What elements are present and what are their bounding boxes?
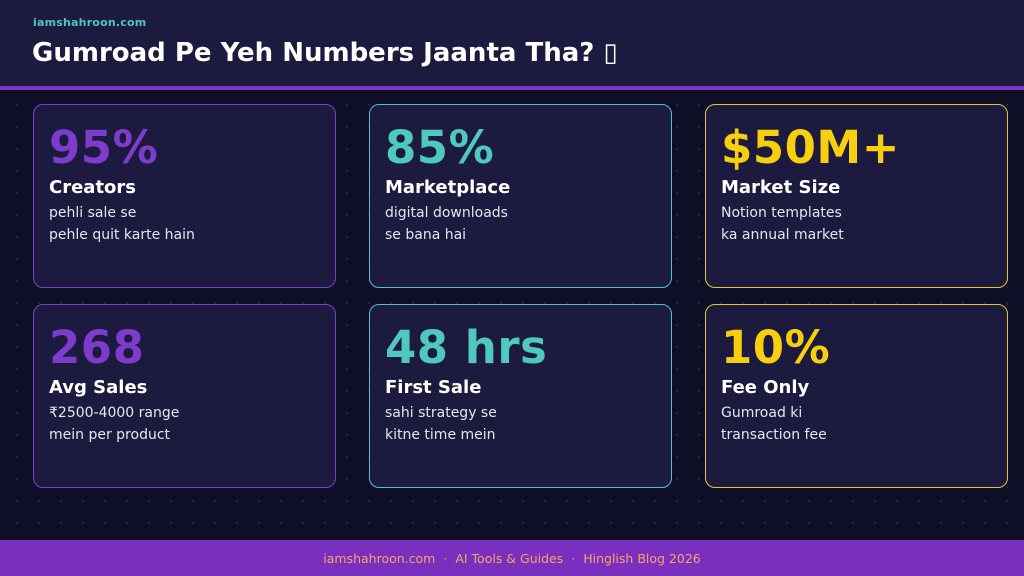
desc-line: ₹2500-4000 range [49,405,180,421]
footer-tagline: AI Tools & Guides [455,550,564,566]
desc-line: se bana hai [385,227,467,243]
desc-line: digital downloads [385,205,508,221]
stat-value: 48 hrs [385,321,548,374]
stat-value: 85% [385,121,495,174]
desc-line: mein per product [49,427,171,443]
stat-label: Market Size [721,177,841,198]
stat-description: Notion templates ka annual market [721,202,992,246]
header-band: iamshahroon.com Gumroad Pe Yeh Numbers J… [0,0,1024,87]
stat-label: Marketplace [385,177,511,198]
stat-description: pehli sale se pehle quit karte hain [49,202,320,246]
stat-value: 95% [49,121,159,174]
header-divider [0,86,1024,90]
stat-card-creators: 95% Creators pehli sale se pehle quit ka… [33,104,336,288]
stat-description: ₹2500-4000 range mein per product [49,402,320,446]
stat-description: sahi strategy se kitne time mein [385,402,656,446]
footer-bar: iamshahroon.com · AI Tools & Guides · Hi… [0,540,1024,576]
site-label: iamshahroon.com [33,16,147,29]
desc-line: Gumroad ki [721,405,803,421]
stat-value: 268 [49,321,145,374]
desc-line: kitne time mein [385,427,496,443]
stat-value: 10% [721,321,831,374]
stat-label: Fee Only [721,377,810,398]
stat-card-fee: 10% Fee Only Gumroad ki transaction fee [705,304,1008,488]
stat-card-market-size: $50M+ Market Size Notion templates ka an… [705,104,1008,288]
desc-line: ka annual market [721,227,844,243]
page-title: Gumroad Pe Yeh Numbers Jaanta Tha? ▯ [32,38,618,68]
stat-label: First Sale [385,377,482,398]
footer-separator: · [571,550,576,566]
stat-value: $50M+ [721,121,900,174]
footer-site: iamshahroon.com [323,550,436,566]
footer-blog: Hinglish Blog 2026 [583,550,701,566]
stat-description: digital downloads se bana hai [385,202,656,246]
stat-label: Creators [49,177,137,198]
desc-line: sahi strategy se [385,405,497,421]
stat-card-marketplace: 85% Marketplace digital downloads se ban… [369,104,672,288]
desc-line: pehli sale se [49,205,137,221]
desc-line: transaction fee [721,427,827,443]
stat-label: Avg Sales [49,377,148,398]
stat-description: Gumroad ki transaction fee [721,402,992,446]
stat-card-avg-sales: 268 Avg Sales ₹2500-4000 range mein per … [33,304,336,488]
stat-card-first-sale: 48 hrs First Sale sahi strategy se kitne… [369,304,672,488]
desc-line: Notion templates [721,205,842,221]
desc-line: pehle quit karte hain [49,227,195,243]
footer-separator: · [443,550,448,566]
